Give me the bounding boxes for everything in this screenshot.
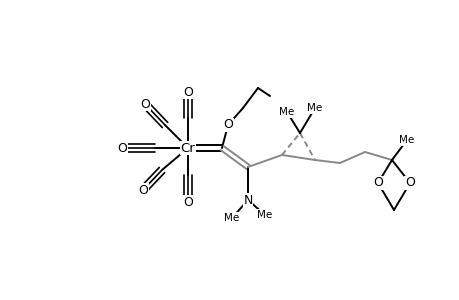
Text: O: O xyxy=(140,98,150,110)
Text: O: O xyxy=(404,176,414,190)
Text: Me: Me xyxy=(224,213,239,223)
Text: Me: Me xyxy=(257,210,272,220)
Text: O: O xyxy=(138,184,148,196)
Text: N: N xyxy=(243,194,252,206)
Text: Me: Me xyxy=(279,107,294,117)
Text: O: O xyxy=(223,118,232,131)
Text: Cr: Cr xyxy=(180,142,195,154)
Text: O: O xyxy=(117,142,127,154)
Text: O: O xyxy=(372,176,382,190)
Text: O: O xyxy=(183,196,192,208)
Text: Me: Me xyxy=(307,103,322,113)
Text: Me: Me xyxy=(398,135,414,145)
Text: O: O xyxy=(183,85,192,98)
